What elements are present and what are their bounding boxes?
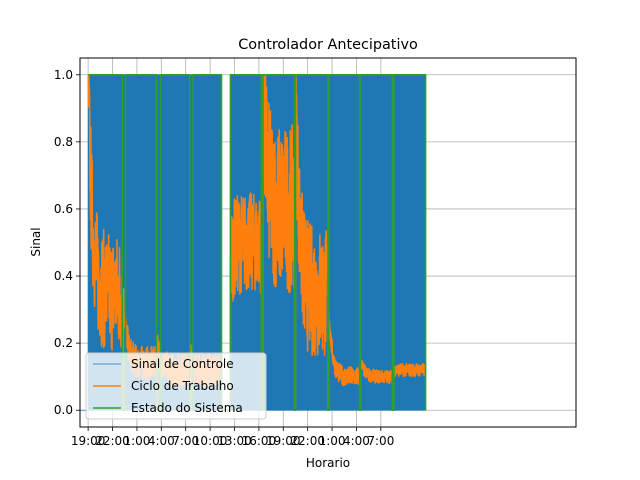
y-tick-label: 0.4 — [54, 269, 73, 283]
x-tick-label: 1:00 — [319, 434, 346, 448]
legend-box — [85, 352, 267, 420]
x-tick-label: 13:00 — [217, 434, 252, 448]
y-tick-label: 0.6 — [54, 202, 73, 216]
x-tick-label: 19:00 — [266, 434, 301, 448]
chart-title: Controlador Antecipativo — [238, 37, 418, 53]
x-tick-label: 4:00 — [148, 434, 175, 448]
y-tick-label: 0.0 — [54, 403, 73, 417]
y-tick-label: 0.8 — [54, 135, 73, 149]
x-axis-label: Horario — [306, 456, 350, 470]
x-tick-label: 4:00 — [343, 434, 370, 448]
x-tick-label: 10:00 — [193, 434, 228, 448]
legend-label-ciclo-de-trabalho: Ciclo de Trabalho — [131, 379, 234, 393]
axes-frame — [79, 57, 577, 428]
x-tick-label: 7:00 — [367, 434, 394, 448]
y-axis: 0.0 0.2 0.4 0.6 0.8 1.0 — [54, 68, 80, 417]
y-tick-label: 0.2 — [54, 336, 73, 350]
y-axis-label: Sinal — [29, 227, 43, 256]
legend-label-estado-do-sistema: Estado do Sistema — [131, 401, 243, 415]
x-tick-label: 22:00 — [290, 434, 325, 448]
y-tick-label: 1.0 — [54, 68, 73, 82]
x-tick-label: 1:00 — [123, 434, 150, 448]
x-tick-label: 22:00 — [95, 434, 130, 448]
x-axis: 19:0022:001:004:007:0010:0013:0016:0019:… — [71, 427, 394, 448]
legend-label-sinal-de-controle: Sinal de Controle — [131, 357, 234, 371]
x-tick-label: 19:00 — [71, 434, 106, 448]
legend: Sinal de Controle Ciclo de Trabalho Esta… — [85, 352, 267, 420]
x-tick-label: 16:00 — [242, 434, 277, 448]
x-tick-label: 7:00 — [172, 434, 199, 448]
